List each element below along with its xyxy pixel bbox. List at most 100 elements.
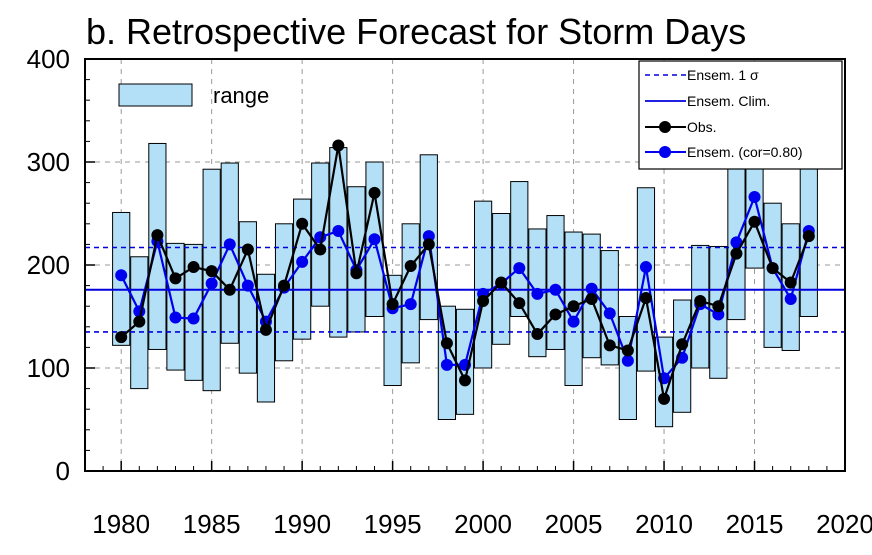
x-tick-label: 1985 <box>183 509 241 539</box>
obs-point <box>495 276 508 289</box>
obs-point <box>567 300 580 313</box>
ensem-point <box>332 225 345 238</box>
obs-point <box>404 260 417 273</box>
ensem-point <box>422 230 435 243</box>
obs-point <box>621 344 634 357</box>
obs-point <box>639 291 652 304</box>
obs-point <box>278 279 291 292</box>
ensem-point <box>115 269 128 282</box>
obs-point <box>766 262 779 275</box>
range-bar <box>763 202 782 348</box>
x-tick-label: 1980 <box>92 509 150 539</box>
obs-point <box>531 328 544 341</box>
obs-point <box>223 283 236 296</box>
ensem-point <box>187 312 200 325</box>
obs-point <box>133 315 146 328</box>
ensem-point <box>730 236 743 249</box>
obs-point <box>513 297 526 310</box>
ensem-point <box>296 255 309 268</box>
x-tick-label: 2005 <box>545 509 603 539</box>
ensem-point <box>169 311 182 324</box>
range-legend-swatch <box>118 83 193 107</box>
x-tick-label: 2020 <box>816 509 872 539</box>
reference-lines <box>85 246 845 333</box>
x-tick-label: 1995 <box>364 509 422 539</box>
y-tick-label: 200 <box>27 250 70 280</box>
obs-point <box>477 295 490 308</box>
obs-point <box>187 261 200 274</box>
ensem-point <box>314 231 327 244</box>
obs-point <box>296 217 309 230</box>
obs-point <box>730 247 743 260</box>
x-tick-label: 1990 <box>273 509 331 539</box>
ensem-point <box>748 191 761 204</box>
range-bar <box>256 273 276 403</box>
ensem-point <box>585 282 598 295</box>
obs-point <box>241 243 254 256</box>
ensem-point <box>603 307 616 320</box>
ensem-point <box>368 233 381 246</box>
legend-ensem-label: Ensem. (cor=0.80) <box>687 144 803 160</box>
y-tick-label: 300 <box>27 147 70 177</box>
ensem-point <box>241 279 254 292</box>
ensem-point <box>223 238 236 251</box>
ensem-point <box>712 308 725 321</box>
legend-clim-label: Ensem. Clim. <box>687 93 770 109</box>
ensem-point <box>549 283 562 296</box>
axis-ticks: 1980 1985 1990 1995 2000 2005 2010 2015 2020 0 100… <box>27 44 872 539</box>
obs-point <box>422 238 435 251</box>
ensem-point <box>621 354 634 367</box>
range-bar <box>546 215 565 350</box>
obs-point <box>440 337 453 350</box>
x-tick-label: 2015 <box>726 509 784 539</box>
range-legend: range <box>118 83 269 108</box>
obs-point <box>314 243 327 256</box>
y-tick-label: 400 <box>27 44 70 74</box>
range-bar <box>510 181 529 317</box>
obs-point <box>350 267 363 280</box>
obs-point <box>386 298 399 311</box>
y-tick-label: 100 <box>27 353 70 383</box>
obs-point <box>784 276 797 289</box>
obs-point <box>603 339 616 352</box>
legend-ensem-marker <box>659 146 671 158</box>
ensem-point <box>567 315 580 328</box>
ensem-point <box>531 287 544 300</box>
obs-point <box>712 300 725 313</box>
ensem-point <box>639 261 652 274</box>
obs-point <box>115 331 128 344</box>
obs-point <box>459 374 471 387</box>
obs-point <box>332 139 345 152</box>
range-bar <box>293 198 312 340</box>
obs-point <box>748 215 761 228</box>
legend-obs-label: Obs. <box>687 119 717 135</box>
obs-point <box>151 229 164 242</box>
obs-point <box>802 230 815 243</box>
range-legend-label: range <box>213 83 269 108</box>
x-tick-label: 2010 <box>635 509 693 539</box>
legend: Ensem. 1 σ Ensem. Clim. Obs. Ensem. (cor… <box>638 60 843 170</box>
range-bar <box>401 223 420 364</box>
obs-point <box>205 265 218 278</box>
range-bar <box>184 243 203 381</box>
ensem-point <box>133 305 146 318</box>
obs-point <box>549 308 562 321</box>
obs-point <box>676 338 689 351</box>
obs-point <box>368 186 381 199</box>
obs-point <box>259 323 272 336</box>
ensem-point <box>513 262 526 275</box>
ensem-point <box>404 298 417 311</box>
range-bar <box>474 200 493 369</box>
legend-obs-marker <box>659 121 671 133</box>
y-tick-label: 0 <box>56 456 70 486</box>
data-series <box>115 139 815 405</box>
x-tick-label: 2000 <box>454 509 512 539</box>
chart-title: b. Retrospective Forecast for Storm Days <box>86 11 746 52</box>
legend-sigma-label: Ensem. 1 σ <box>687 67 759 83</box>
ensem-point <box>205 277 218 290</box>
obs-point <box>585 292 598 305</box>
obs-point <box>658 392 671 405</box>
ensem-point <box>440 358 453 371</box>
ensem-point <box>784 292 797 305</box>
